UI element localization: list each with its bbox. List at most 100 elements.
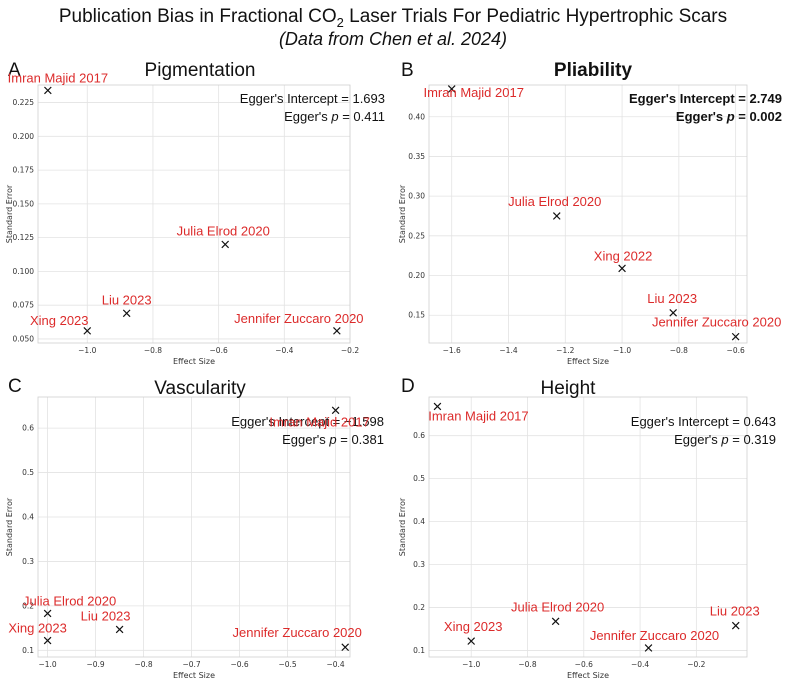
- pigmentation-point-xing-2023: [83, 327, 92, 335]
- vascularity-point-marker-b: [43, 636, 52, 645]
- vascularity-egger-p-value: Egger's p = 0.381: [282, 432, 384, 447]
- pliability-point-marker-b: [731, 332, 740, 341]
- pigmentation-y-tick-label: 0.150: [13, 199, 35, 208]
- vascularity-x-tick-label: −0.4: [326, 660, 344, 669]
- pliability-x-axis-label: Effect Size: [567, 357, 609, 366]
- vascularity-panel-title: Vascularity: [154, 378, 246, 399]
- pigmentation-point-label-julia-elrod-2020: Julia Elrod 2020: [177, 223, 270, 238]
- pigmentation-egger-p-value: Egger's p = 0.411: [284, 109, 385, 124]
- pigmentation-y-tick-label: 0.075: [13, 301, 35, 310]
- panel-pigmentation: −1.0 −0.8 −0.6 −0.4 −0.2 0.050 0.075 0.100 0.125…: [5, 60, 385, 366]
- vascularity-point-label-julia-elrod-2020: Julia Elrod 2020: [23, 593, 116, 608]
- pliability-point-imran-majid-2017: [447, 85, 456, 93]
- height-y-axis-label: Standard Error: [398, 497, 407, 556]
- pigmentation-egger-intercept: Egger's Intercept = 1.693: [240, 91, 385, 106]
- vascularity-point-label-imran-majid-2017: Imran Majid 2017: [269, 414, 369, 429]
- pigmentation-x-axis-label: Effect Size: [173, 357, 215, 366]
- vascularity-y-axis-label: Standard Error: [5, 497, 14, 556]
- pigmentation-panel-letter: A: [8, 60, 21, 81]
- pigmentation-x-tick-label: −1.0: [78, 346, 96, 355]
- vascularity-x-axis-label: Effect Size: [173, 671, 215, 680]
- pliability-point-marker-b: [669, 309, 678, 317]
- pigmentation-x-tick-label: −0.2: [341, 346, 359, 355]
- height-x-tick-label: −0.8: [518, 660, 536, 669]
- pliability-point-label-xing-2022: Xing 2022: [594, 248, 653, 263]
- pigmentation-point-marker-b: [44, 86, 52, 95]
- vascularity-y-tick-label: 0.1: [22, 646, 34, 655]
- figure-title-end: Laser Trials For Pediatric Hypertrophic …: [343, 6, 728, 27]
- pliability-point-label-liu-2023: Liu 2023: [647, 291, 697, 306]
- figure-title: Publication Bias in Fractional CO2 Laser…: [0, 6, 786, 34]
- pliability-x-tick-label: −1.2: [556, 346, 574, 355]
- pliability-point-label-imran-majid-2017: Imran Majid 2017: [423, 85, 523, 100]
- pigmentation-y-axis-label: Standard Error: [5, 184, 14, 243]
- pliability-point-label-julia-elrod-2020: Julia Elrod 2020: [508, 194, 601, 209]
- pliability-y-tick-label: 0.35: [408, 152, 425, 161]
- pliability-y-axis-label: Standard Error: [398, 184, 407, 243]
- height-panel-letter: D: [401, 376, 415, 397]
- vascularity-point-imran-majid-2017: [331, 406, 340, 415]
- pigmentation-x-tick-label: −0.4: [275, 346, 293, 355]
- panel-pliability: −1.6 −1.4 −1.2 −1.0 −0.8 −0.6 0.15 0.20 0.25 0.30…: [398, 60, 782, 366]
- height-x-tick-label: −0.4: [631, 660, 649, 669]
- figure-title-subscript: 2: [336, 14, 344, 30]
- vascularity-x-tick-label: −1.0: [38, 660, 56, 669]
- pigmentation-y-tick-label: 0.200: [13, 132, 35, 141]
- vascularity-point-liu-2023: [115, 625, 124, 634]
- height-point-marker-b: [467, 637, 476, 645]
- vascularity-y-tick-label: 0.3: [22, 557, 34, 566]
- height-point-label-xing-2023: Xing 2023: [444, 619, 503, 634]
- panel-vascularity: −1.0 −0.9 −0.8 −0.7 −0.6 −0.5 −0.4 0.1 0.2 0.3 0.4…: [5, 376, 384, 680]
- pigmentation-y-tick-label: 0.225: [13, 98, 35, 107]
- pliability-egger-p-value: Egger's p = 0.002: [676, 109, 782, 124]
- height-x-tick-label: −0.6: [575, 660, 593, 669]
- pigmentation-x-tick-label: −0.6: [210, 346, 228, 355]
- pliability-point-label-jennifer-zuccaro-2020: Jennifer Zuccaro 2020: [652, 315, 781, 330]
- pigmentation-y-tick-label: 0.100: [13, 267, 35, 276]
- vascularity-panel-letter: C: [8, 376, 22, 397]
- pliability-y-tick-label: 0.25: [408, 231, 425, 240]
- pigmentation-point-marker-b: [333, 327, 341, 335]
- pliability-x-tick-label: −0.8: [670, 346, 688, 355]
- vascularity-x-tick-label: −0.6: [230, 660, 248, 669]
- pigmentation-point-liu-2023: [122, 309, 131, 318]
- pliability-point-marker-b: [447, 85, 456, 93]
- vascularity-x-tick-label: −0.5: [278, 660, 296, 669]
- pigmentation-point-label-jennifer-zuccaro-2020: Jennifer Zuccaro 2020: [234, 311, 363, 326]
- pigmentation-point-label-imran-majid-2017: Imran Majid 2017: [8, 70, 108, 85]
- pliability-y-tick-label: 0.30: [408, 192, 425, 201]
- height-y-tick-label: 0.4: [413, 517, 425, 526]
- vascularity-point-label-jennifer-zuccaro-2020: Jennifer Zuccaro 2020: [233, 625, 362, 640]
- height-plot-frame: [428, 396, 748, 658]
- height-point-liu-2023: [731, 621, 740, 630]
- height-egger-intercept: Egger's Intercept = 0.643: [631, 414, 776, 429]
- vascularity-y-tick-label: 0.4: [22, 513, 34, 522]
- vascularity-x-tick-label: −0.7: [182, 660, 200, 669]
- height-y-tick-label: 0.3: [413, 560, 425, 569]
- height-point-label-julia-elrod-2020: Julia Elrod 2020: [511, 599, 604, 614]
- pliability-x-tick-label: −1.4: [499, 346, 517, 355]
- vascularity-y-tick-label: 0.5: [22, 468, 34, 477]
- pigmentation-point-marker-b: [83, 327, 92, 335]
- pliability-point-julia-elrod-2020: [552, 212, 561, 220]
- height-y-tick-label: 0.1: [413, 646, 425, 655]
- vascularity-point-julia-elrod-2020: [43, 609, 52, 618]
- pigmentation-point-label-xing-2023: Xing 2023: [30, 313, 89, 328]
- pliability-x-tick-label: −1.0: [613, 346, 631, 355]
- pliability-plot-frame: [428, 84, 748, 344]
- pigmentation-x-tick-label: −0.8: [144, 346, 162, 355]
- pliability-egger-intercept: Egger's Intercept = 2.749: [629, 91, 782, 106]
- height-y-tick-label: 0.2: [413, 603, 425, 612]
- pliability-point-marker-b: [552, 212, 561, 220]
- pigmentation-point-label-liu-2023: Liu 2023: [102, 292, 152, 307]
- vascularity-point-jennifer-zuccaro-2020: [341, 643, 350, 652]
- pliability-y-tick-label: 0.40: [408, 112, 425, 121]
- vascularity-y-tick-label: 0.2: [22, 601, 34, 610]
- height-panel-title: Height: [541, 378, 597, 399]
- height-point-marker-b: [644, 644, 653, 652]
- height-egger-p-value: Egger's p = 0.319: [674, 432, 776, 447]
- pigmentation-point-julia-elrod-2020: [221, 240, 230, 249]
- vascularity-x-tick-label: −0.9: [86, 660, 104, 669]
- vascularity-point-label-xing-2023: Xing 2023: [8, 621, 67, 636]
- height-point-julia-elrod-2020: [551, 617, 560, 626]
